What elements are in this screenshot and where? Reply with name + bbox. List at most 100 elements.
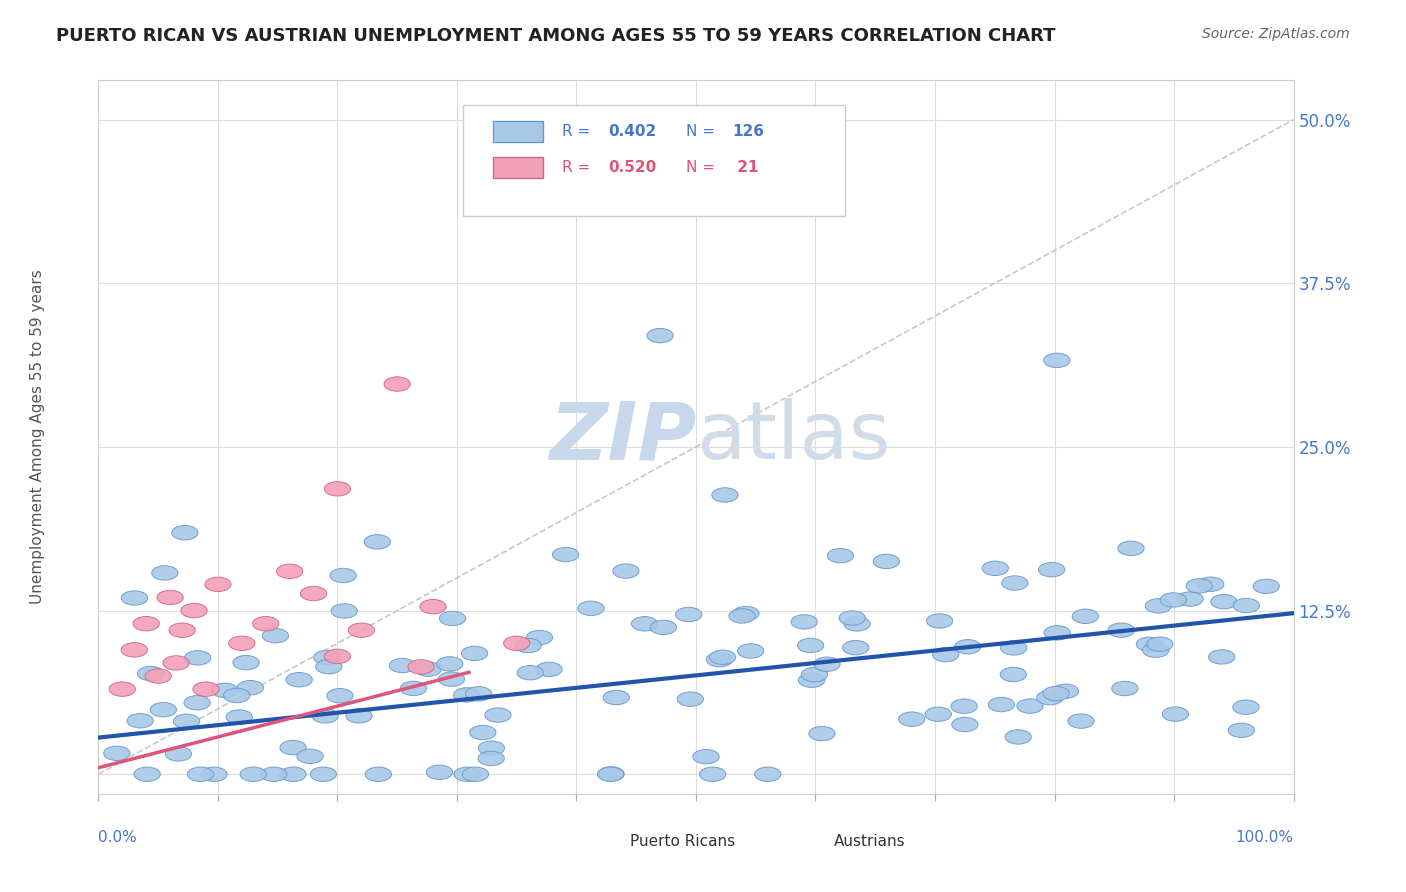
Ellipse shape: [389, 658, 416, 673]
Ellipse shape: [260, 767, 287, 781]
Ellipse shape: [184, 650, 211, 665]
Ellipse shape: [277, 564, 302, 579]
Ellipse shape: [311, 767, 336, 781]
Ellipse shape: [152, 566, 179, 580]
Ellipse shape: [1211, 594, 1237, 609]
Ellipse shape: [733, 607, 759, 621]
Ellipse shape: [121, 591, 148, 605]
Ellipse shape: [711, 488, 738, 502]
Ellipse shape: [1229, 723, 1254, 738]
Ellipse shape: [1187, 579, 1212, 593]
Ellipse shape: [263, 629, 288, 643]
Ellipse shape: [205, 577, 231, 591]
Ellipse shape: [1045, 625, 1070, 640]
FancyBboxPatch shape: [773, 833, 824, 852]
Ellipse shape: [138, 666, 163, 681]
Ellipse shape: [631, 616, 658, 631]
Ellipse shape: [478, 741, 505, 756]
Ellipse shape: [326, 689, 353, 703]
Ellipse shape: [301, 586, 326, 600]
Ellipse shape: [325, 482, 350, 496]
Ellipse shape: [187, 767, 214, 781]
Ellipse shape: [285, 673, 312, 687]
Ellipse shape: [1118, 541, 1144, 556]
Ellipse shape: [1143, 643, 1168, 657]
Text: atlas: atlas: [696, 398, 890, 476]
Ellipse shape: [693, 749, 718, 764]
Ellipse shape: [1160, 592, 1187, 607]
Ellipse shape: [212, 683, 238, 698]
Text: R =: R =: [562, 160, 595, 175]
Ellipse shape: [127, 714, 153, 728]
Ellipse shape: [1039, 563, 1064, 577]
Text: PUERTO RICAN VS AUSTRIAN UNEMPLOYMENT AMONG AGES 55 TO 59 YEARS CORRELATION CHAR: PUERTO RICAN VS AUSTRIAN UNEMPLOYMENT AM…: [56, 27, 1056, 45]
Text: 0.0%: 0.0%: [98, 830, 138, 845]
Text: Austrians: Austrians: [834, 834, 905, 849]
Ellipse shape: [401, 681, 426, 696]
Ellipse shape: [437, 657, 463, 671]
Ellipse shape: [1163, 707, 1188, 722]
Y-axis label: Unemployment Among Ages 55 to 59 years: Unemployment Among Ages 55 to 59 years: [30, 269, 45, 605]
Ellipse shape: [465, 687, 492, 701]
Ellipse shape: [842, 640, 869, 655]
Text: Puerto Ricans: Puerto Ricans: [630, 834, 735, 849]
Ellipse shape: [706, 652, 733, 667]
Ellipse shape: [1136, 637, 1163, 651]
Text: 21: 21: [733, 160, 758, 175]
Ellipse shape: [792, 615, 817, 629]
Ellipse shape: [157, 591, 183, 605]
Ellipse shape: [700, 767, 725, 781]
Ellipse shape: [325, 649, 350, 664]
Ellipse shape: [755, 767, 780, 781]
Ellipse shape: [1147, 637, 1173, 651]
Ellipse shape: [297, 749, 323, 764]
Ellipse shape: [408, 660, 434, 674]
Ellipse shape: [1001, 640, 1026, 655]
Ellipse shape: [1000, 667, 1026, 681]
Ellipse shape: [801, 667, 828, 681]
Ellipse shape: [280, 740, 307, 755]
Ellipse shape: [827, 549, 853, 563]
Ellipse shape: [349, 623, 374, 638]
Ellipse shape: [330, 604, 357, 618]
Ellipse shape: [526, 631, 553, 645]
Ellipse shape: [536, 662, 562, 676]
Ellipse shape: [166, 747, 191, 761]
Ellipse shape: [366, 767, 391, 781]
Ellipse shape: [1005, 730, 1032, 744]
Ellipse shape: [983, 561, 1008, 575]
Ellipse shape: [1017, 699, 1043, 714]
Text: N =: N =: [686, 124, 720, 139]
Ellipse shape: [253, 616, 278, 631]
Ellipse shape: [201, 767, 228, 781]
Ellipse shape: [193, 681, 219, 697]
Text: 100.0%: 100.0%: [1236, 830, 1294, 845]
Ellipse shape: [330, 568, 356, 582]
Ellipse shape: [1233, 599, 1260, 613]
Ellipse shape: [1001, 576, 1028, 591]
Ellipse shape: [169, 623, 195, 638]
Ellipse shape: [104, 746, 129, 761]
Ellipse shape: [181, 603, 207, 618]
Ellipse shape: [280, 767, 307, 781]
Ellipse shape: [1253, 579, 1279, 593]
Ellipse shape: [598, 767, 624, 781]
Text: 0.402: 0.402: [609, 124, 657, 139]
Ellipse shape: [184, 696, 211, 710]
Ellipse shape: [150, 703, 177, 717]
Ellipse shape: [121, 642, 148, 657]
Ellipse shape: [478, 751, 505, 765]
Ellipse shape: [675, 607, 702, 622]
Ellipse shape: [238, 681, 263, 695]
Ellipse shape: [316, 659, 342, 673]
Ellipse shape: [1052, 684, 1078, 698]
Ellipse shape: [1043, 353, 1070, 368]
Ellipse shape: [515, 639, 541, 653]
Ellipse shape: [420, 599, 446, 614]
Ellipse shape: [346, 708, 373, 723]
Ellipse shape: [578, 601, 605, 615]
FancyBboxPatch shape: [463, 105, 845, 216]
Ellipse shape: [1209, 649, 1234, 665]
Text: R =: R =: [562, 124, 595, 139]
Ellipse shape: [1233, 700, 1260, 714]
